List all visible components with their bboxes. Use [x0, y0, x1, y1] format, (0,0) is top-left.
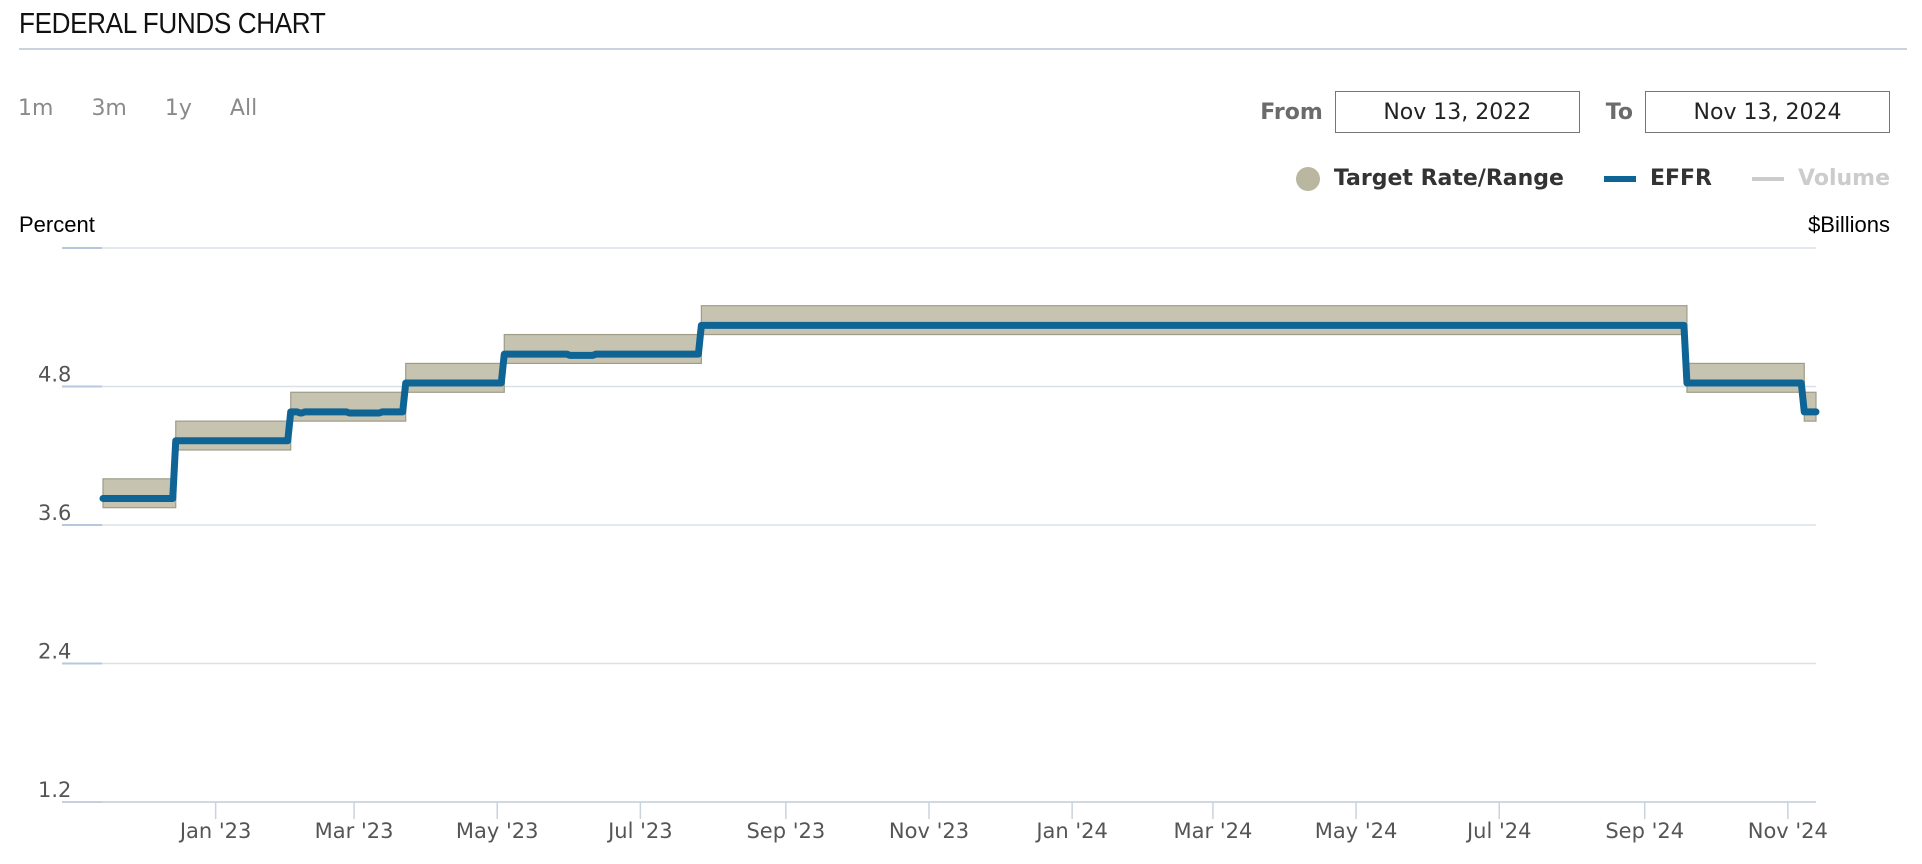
x-tick-label: Jul '23: [606, 819, 673, 843]
legend-swatch-volume: [1752, 176, 1784, 181]
legend-label-volume: Volume: [1798, 166, 1890, 191]
range-selector: 1m 3m 1y All: [18, 96, 295, 121]
x-tick-label: Jan '23: [178, 819, 252, 843]
x-tick-label: May '23: [456, 819, 539, 843]
target-range-band: [503, 333, 702, 365]
effr-line: [99, 321, 1820, 502]
x-tick-label: Nov '24: [1748, 819, 1828, 843]
target-range-band: [700, 305, 1688, 336]
from-date-input[interactable]: Nov 13, 2022: [1334, 91, 1580, 133]
title-divider: [19, 48, 1907, 50]
range-button-all[interactable]: All: [229, 96, 258, 121]
range-button-1m[interactable]: 1m: [18, 96, 54, 121]
x-tick-label: May '24: [1315, 819, 1398, 843]
legend-item-target-rate[interactable]: Target Rate/Range: [1295, 166, 1564, 191]
range-button-1y[interactable]: 1y: [164, 96, 192, 121]
page-title: FEDERAL FUNDS CHART: [19, 8, 326, 40]
date-range-controls: From Nov 13, 2022 To Nov 13, 2024: [1234, 91, 1890, 133]
to-date-input[interactable]: Nov 13, 2024: [1645, 91, 1890, 133]
y-tick-label: 2.4: [38, 640, 71, 664]
from-label: From: [1260, 99, 1323, 125]
legend-item-effr[interactable]: EFFR: [1603, 166, 1712, 191]
legend-item-volume[interactable]: Volume: [1752, 166, 1890, 191]
y-tick-label: 4.8: [38, 363, 71, 387]
legend-swatch-effr: [1603, 175, 1636, 182]
x-tick-label: Jul '24: [1465, 819, 1532, 843]
target-range-band: [290, 391, 407, 422]
legend-label-target-rate: Target Rate/Range: [1333, 166, 1564, 191]
target-range-band: [405, 362, 505, 393]
legend-label-effr: EFFR: [1649, 166, 1712, 191]
y-tick-label: 1.2: [38, 778, 71, 802]
x-tick-label: Sep '23: [746, 819, 825, 843]
legend-swatch-target-rate: [1295, 166, 1320, 191]
x-tick-label: Nov '23: [889, 819, 969, 843]
y-tick-label: 3.6: [38, 501, 71, 525]
chart-legend: Target Rate/Range EFFR Volume: [1256, 166, 1890, 191]
x-tick-label: Mar '24: [1174, 819, 1253, 843]
target-range-band: [175, 420, 292, 451]
y-axis-title-left: Percent: [19, 212, 95, 237]
y-axis-title-right: $Billions: [1808, 212, 1890, 237]
target-range-band: [102, 478, 177, 509]
range-button-3m[interactable]: 3m: [91, 96, 127, 121]
target-range-band: [1686, 362, 1805, 393]
x-tick-label: Jan '24: [1034, 819, 1108, 843]
x-tick-label: Mar '23: [315, 819, 394, 843]
to-label: To: [1605, 99, 1633, 125]
x-tick-label: Sep '24: [1605, 819, 1684, 843]
